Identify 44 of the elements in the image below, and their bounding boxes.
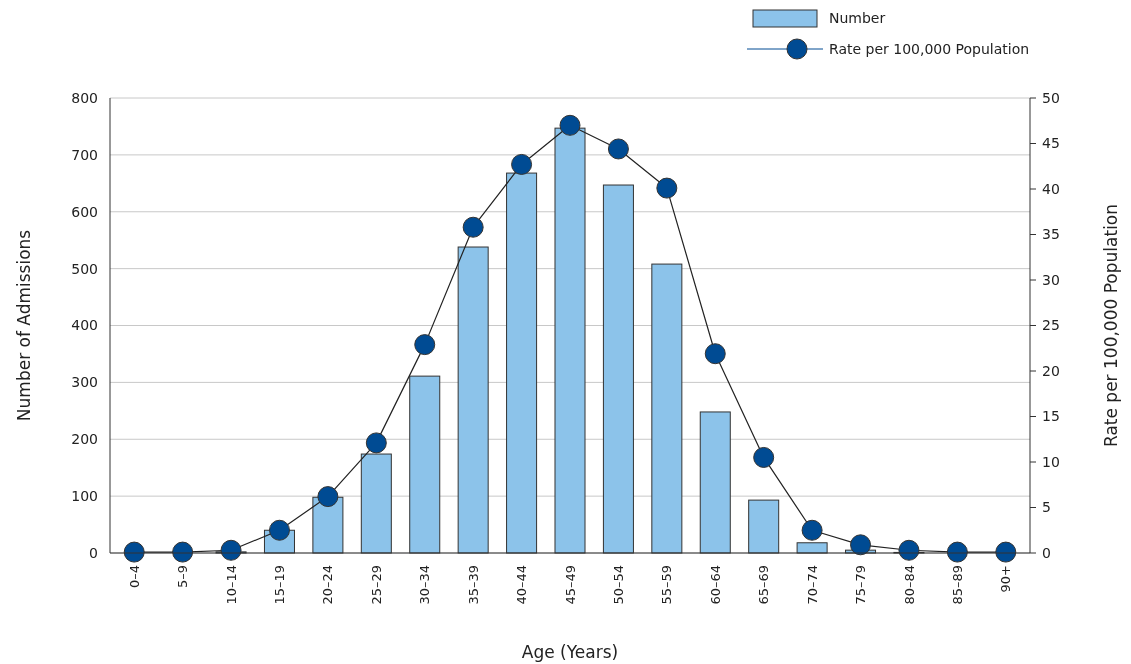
- y-tick-label: 600: [71, 203, 98, 220]
- legend-label: Number: [829, 9, 886, 26]
- y2-tick-label: 30: [1042, 271, 1060, 288]
- x-tick-label: 90+: [998, 565, 1014, 593]
- y-tick-label: 500: [71, 260, 98, 277]
- y2-tick-label: 20: [1042, 362, 1060, 379]
- x-tick-label: 35–39: [465, 565, 481, 605]
- y2-tick-label: 0: [1042, 544, 1051, 561]
- y2-tick-label: 50: [1042, 89, 1060, 106]
- x-tick-label: 15–19: [272, 565, 288, 605]
- y2-tick-label: 10: [1042, 453, 1060, 470]
- y2-tick-label: 40: [1042, 180, 1060, 197]
- y2-tick-label: 25: [1042, 317, 1060, 334]
- legend-label: Rate per 100,000 Population: [829, 40, 1030, 57]
- y-tick-label: 800: [71, 89, 98, 106]
- x-tick-label: 45–49: [562, 565, 578, 605]
- x-tick-label: 65–69: [756, 565, 772, 605]
- y2-tick-label: 35: [1042, 226, 1060, 243]
- x-tick-label: 75–79: [853, 565, 869, 605]
- y-tick-label: 300: [71, 374, 98, 391]
- x-tick-label: 80–84: [901, 565, 917, 605]
- y-axis-title: Number of Admissions: [14, 229, 34, 422]
- x-tick-label: 25–29: [368, 565, 384, 605]
- y2-tick-label: 5: [1042, 499, 1051, 516]
- y2-tick-label: 15: [1042, 408, 1060, 425]
- x-axis-title: Age (Years): [521, 642, 619, 662]
- x-tick-label: 85–89: [949, 565, 965, 605]
- x-tick-label: 5–9: [175, 565, 191, 589]
- x-tick-label: 0–4: [126, 565, 142, 589]
- y-tick-label: 700: [71, 146, 98, 163]
- x-tick-label: 60–64: [707, 565, 723, 605]
- x-tick-label: 40–44: [514, 565, 530, 605]
- y2-axis-title: Rate per 100,000 Population: [1101, 203, 1121, 448]
- y-tick-label: 200: [71, 431, 98, 448]
- x-tick-label: 70–74: [804, 565, 820, 605]
- x-tick-label: 20–24: [320, 565, 336, 605]
- y2-tick-label: 45: [1042, 135, 1060, 152]
- y-tick-label: 100: [71, 488, 98, 505]
- x-tick-label: 30–34: [417, 565, 433, 605]
- x-tick-label: 55–59: [659, 565, 675, 605]
- y-tick-label: 400: [71, 317, 98, 334]
- y-tick-label: 0: [89, 544, 98, 561]
- x-tick-label: 50–54: [610, 565, 626, 605]
- x-tick-label: 10–14: [223, 565, 239, 605]
